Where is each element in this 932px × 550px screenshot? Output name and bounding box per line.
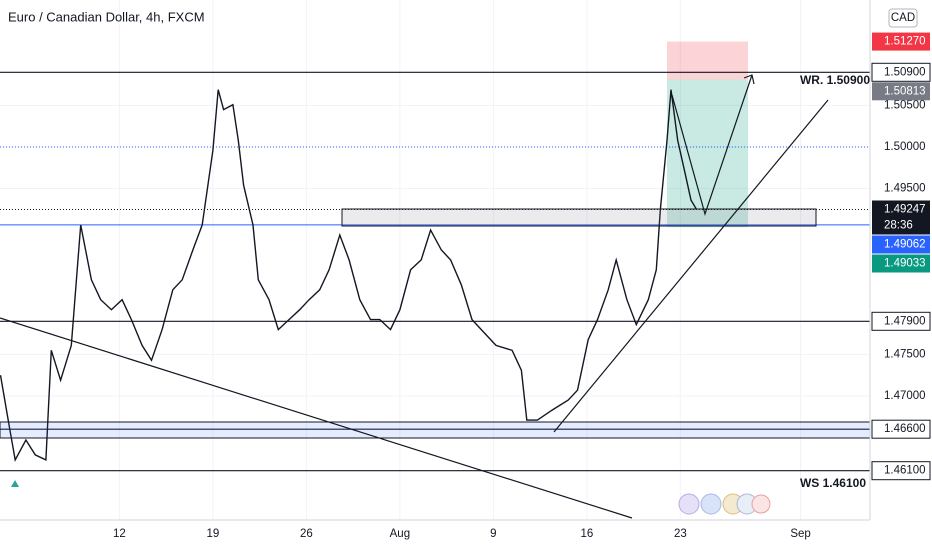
x-tick-label: Aug xyxy=(390,528,410,540)
price-line-series xyxy=(0,89,698,463)
y-tick-label: 1.49500 xyxy=(884,183,926,195)
price-label-bg xyxy=(872,32,930,51)
price-label: 1.49062 xyxy=(884,239,926,251)
currency[interactable]: CAD xyxy=(891,12,915,24)
price-label: 1.47900 xyxy=(884,315,926,327)
y-tick-label: 1.47500 xyxy=(884,349,926,361)
event-icon[interactable] xyxy=(700,493,722,515)
price-label: 1.46600 xyxy=(884,423,926,435)
price-label-bg xyxy=(871,311,931,331)
chart-title: Euro / Canadian Dollar, 4h, FXCM xyxy=(8,9,205,24)
support-zone xyxy=(0,421,871,439)
price-label-bg xyxy=(871,419,931,439)
y-tick-label: 1.50500 xyxy=(884,100,926,112)
event-icon[interactable] xyxy=(751,494,771,514)
x-tick-label: 23 xyxy=(674,528,687,540)
price-label-bg xyxy=(871,461,931,481)
y-tick-label: 1.50000 xyxy=(884,141,926,153)
price-label: 1.50900 xyxy=(884,66,926,78)
trendline xyxy=(553,99,829,433)
y-tick-label: 1.47000 xyxy=(884,390,926,402)
plot-area xyxy=(0,0,870,520)
currency-button[interactable] xyxy=(888,8,918,28)
event-icon[interactable] xyxy=(678,493,700,515)
x-tick-label: Sep xyxy=(790,528,810,540)
projection-path xyxy=(671,74,753,217)
price-label-bg xyxy=(872,235,930,254)
price-label-bg xyxy=(872,254,930,273)
price-label: 1.51270 xyxy=(884,36,926,48)
x-tick-label: 9 xyxy=(490,528,496,540)
x-tick-label: 12 xyxy=(113,528,126,540)
resistance-zone xyxy=(341,208,817,227)
price-label-bg xyxy=(871,62,931,82)
annotation: WR. 1.50900 xyxy=(800,73,870,87)
stop-zone xyxy=(667,41,748,80)
price-label-bg xyxy=(872,82,930,101)
trendline xyxy=(0,317,633,519)
countdown: 28:36 xyxy=(884,220,913,232)
time-axis xyxy=(0,520,870,550)
x-tick-label: 26 xyxy=(300,528,313,540)
indicators xyxy=(678,493,771,515)
price-label: 1.49033 xyxy=(884,258,926,270)
x-tick-label: 19 xyxy=(206,528,219,540)
price-label: 1.49247 xyxy=(884,204,926,216)
annotation: WS 1.46100 xyxy=(800,476,866,490)
arrow-head xyxy=(743,74,755,85)
price-label: 1.46100 xyxy=(884,465,926,477)
price-label-bg xyxy=(872,200,930,235)
x-tick-label: 16 xyxy=(580,528,593,540)
price-label: 1.50813 xyxy=(884,85,926,97)
signal-triangle xyxy=(11,480,19,487)
